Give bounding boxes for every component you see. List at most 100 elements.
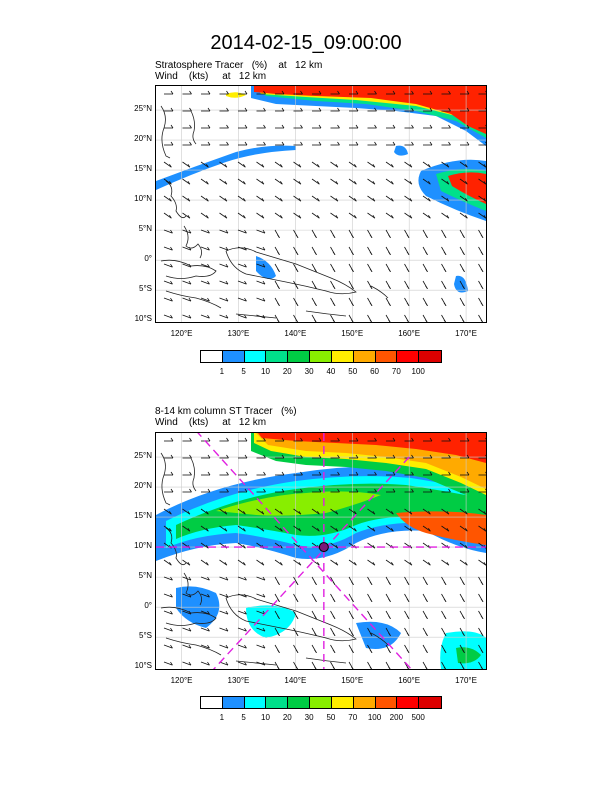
wind-barb (459, 542, 468, 549)
wind-barb-feather (374, 141, 377, 146)
panel2-legend-label: 30 (304, 713, 314, 722)
wind-barb-feather (374, 471, 377, 476)
column-shade-scatter-c (356, 621, 401, 649)
wind-barb-feather (448, 471, 451, 476)
wind-barb-feather (187, 180, 191, 185)
wind-barb (293, 661, 299, 669)
panel1-x-tick-label: 170°E (455, 329, 477, 338)
wind-barb-feather (388, 649, 391, 654)
wind-barb (459, 559, 468, 566)
wind-barb-feather (448, 124, 451, 129)
panel2-legend-label: 70 (348, 713, 358, 722)
panel1-map (155, 85, 487, 323)
wind-barb-feather (446, 180, 450, 185)
coastline (305, 657, 347, 664)
wind-barb-feather (280, 510, 283, 515)
wind-barb-feather (466, 124, 470, 129)
wind-barb-feather (448, 90, 451, 95)
wind-barb-feather (169, 163, 172, 168)
wind-barb-feather (351, 666, 354, 669)
wind-barb-feather (295, 319, 298, 322)
wind-barb-feather (314, 581, 317, 586)
wind-barb-feather (428, 163, 431, 168)
wind-barb-feather (429, 124, 433, 129)
wind-barb-feather (409, 214, 413, 219)
wind-barb-feather (425, 632, 428, 637)
panel2-x-tick-label: 120°E (170, 676, 193, 685)
panel1-legend-label: 60 (370, 367, 379, 376)
wind-barb-feather (280, 527, 283, 532)
wind-barb-feather (169, 510, 172, 515)
wind-barb-feather (480, 649, 484, 654)
wind-barb-feather (277, 268, 280, 273)
wind-barb-feather (337, 141, 340, 146)
wind-barb-feather (318, 488, 322, 493)
tracer-shade-small-tongue (226, 92, 246, 98)
wind-barb-feather (262, 627, 266, 632)
wind-barb-feather (351, 234, 354, 239)
wind-barb-feather (332, 666, 335, 669)
coastline (165, 180, 187, 219)
coastline (305, 310, 347, 317)
wind-barb-feather (314, 666, 317, 669)
wind-barb-feather (261, 527, 265, 532)
wind-barb (256, 212, 265, 219)
wind-barb-feather (314, 251, 317, 256)
wind-barb-feather (465, 510, 468, 515)
wind-barb-feather (466, 471, 470, 476)
wind-barb-feather (244, 488, 248, 493)
wind-barb-feather (188, 314, 192, 319)
wind-barb (422, 161, 431, 168)
wind-barb-feather (207, 314, 210, 319)
wind-barb-feather (355, 124, 359, 129)
wind-barb-feather (406, 632, 410, 637)
wind-barb (404, 195, 413, 202)
wind-barb (293, 161, 302, 168)
wind-barb-feather (388, 598, 391, 603)
wind-barb-feather (244, 246, 247, 251)
wind-barb (422, 508, 431, 515)
wind-barb (163, 246, 173, 251)
wind-barb-feather (280, 180, 283, 185)
wind-barb-feather (300, 471, 303, 476)
wind-barb (200, 178, 209, 185)
wind-barb-feather (388, 285, 391, 290)
wind-barb (219, 263, 229, 268)
wind-barb-feather (188, 263, 192, 268)
wind-barb-feather (244, 314, 247, 319)
coastline (370, 285, 389, 299)
wind-barb (311, 525, 320, 532)
wind-barb-feather (392, 437, 396, 442)
wind-barb-feather (317, 214, 320, 219)
wind-barb-feather (369, 251, 373, 256)
wind-barb-feather (169, 214, 172, 219)
wind-barb-feather (170, 107, 174, 112)
panel1-legend-swatch (397, 351, 420, 362)
main-title: 2014-02-15_09:00:00 (210, 32, 402, 54)
wind-barb-feather (243, 561, 246, 566)
wind-barb-feather (462, 615, 465, 620)
wind-barb (385, 178, 394, 185)
wind-barb-feather (295, 581, 299, 586)
panel1-legend-swatch (310, 351, 332, 362)
wind-barb-feather (206, 197, 209, 202)
wind-barb (404, 508, 413, 515)
wind-barb-feather (391, 510, 394, 515)
wind-barb-feather (224, 197, 228, 202)
wind-barb-feather (295, 285, 299, 290)
wind-barb-feather (483, 180, 486, 185)
wind-barb-feather (369, 615, 373, 620)
wind-barb (237, 508, 246, 515)
wind-barb-feather (170, 661, 173, 666)
wind-barb-feather (372, 527, 376, 532)
wind-barb-feather (261, 163, 265, 168)
wind-barb-feather (262, 314, 266, 319)
wind-barb (367, 195, 376, 202)
wind-barb (182, 610, 192, 615)
wind-barb-feather (226, 488, 229, 493)
wind-barb (422, 661, 428, 669)
panel1-legend-swatch (201, 351, 223, 362)
wind-barb-feather (314, 302, 317, 307)
panel2-legend-label: 200 (389, 713, 404, 722)
wind-barb-feather (280, 214, 283, 219)
